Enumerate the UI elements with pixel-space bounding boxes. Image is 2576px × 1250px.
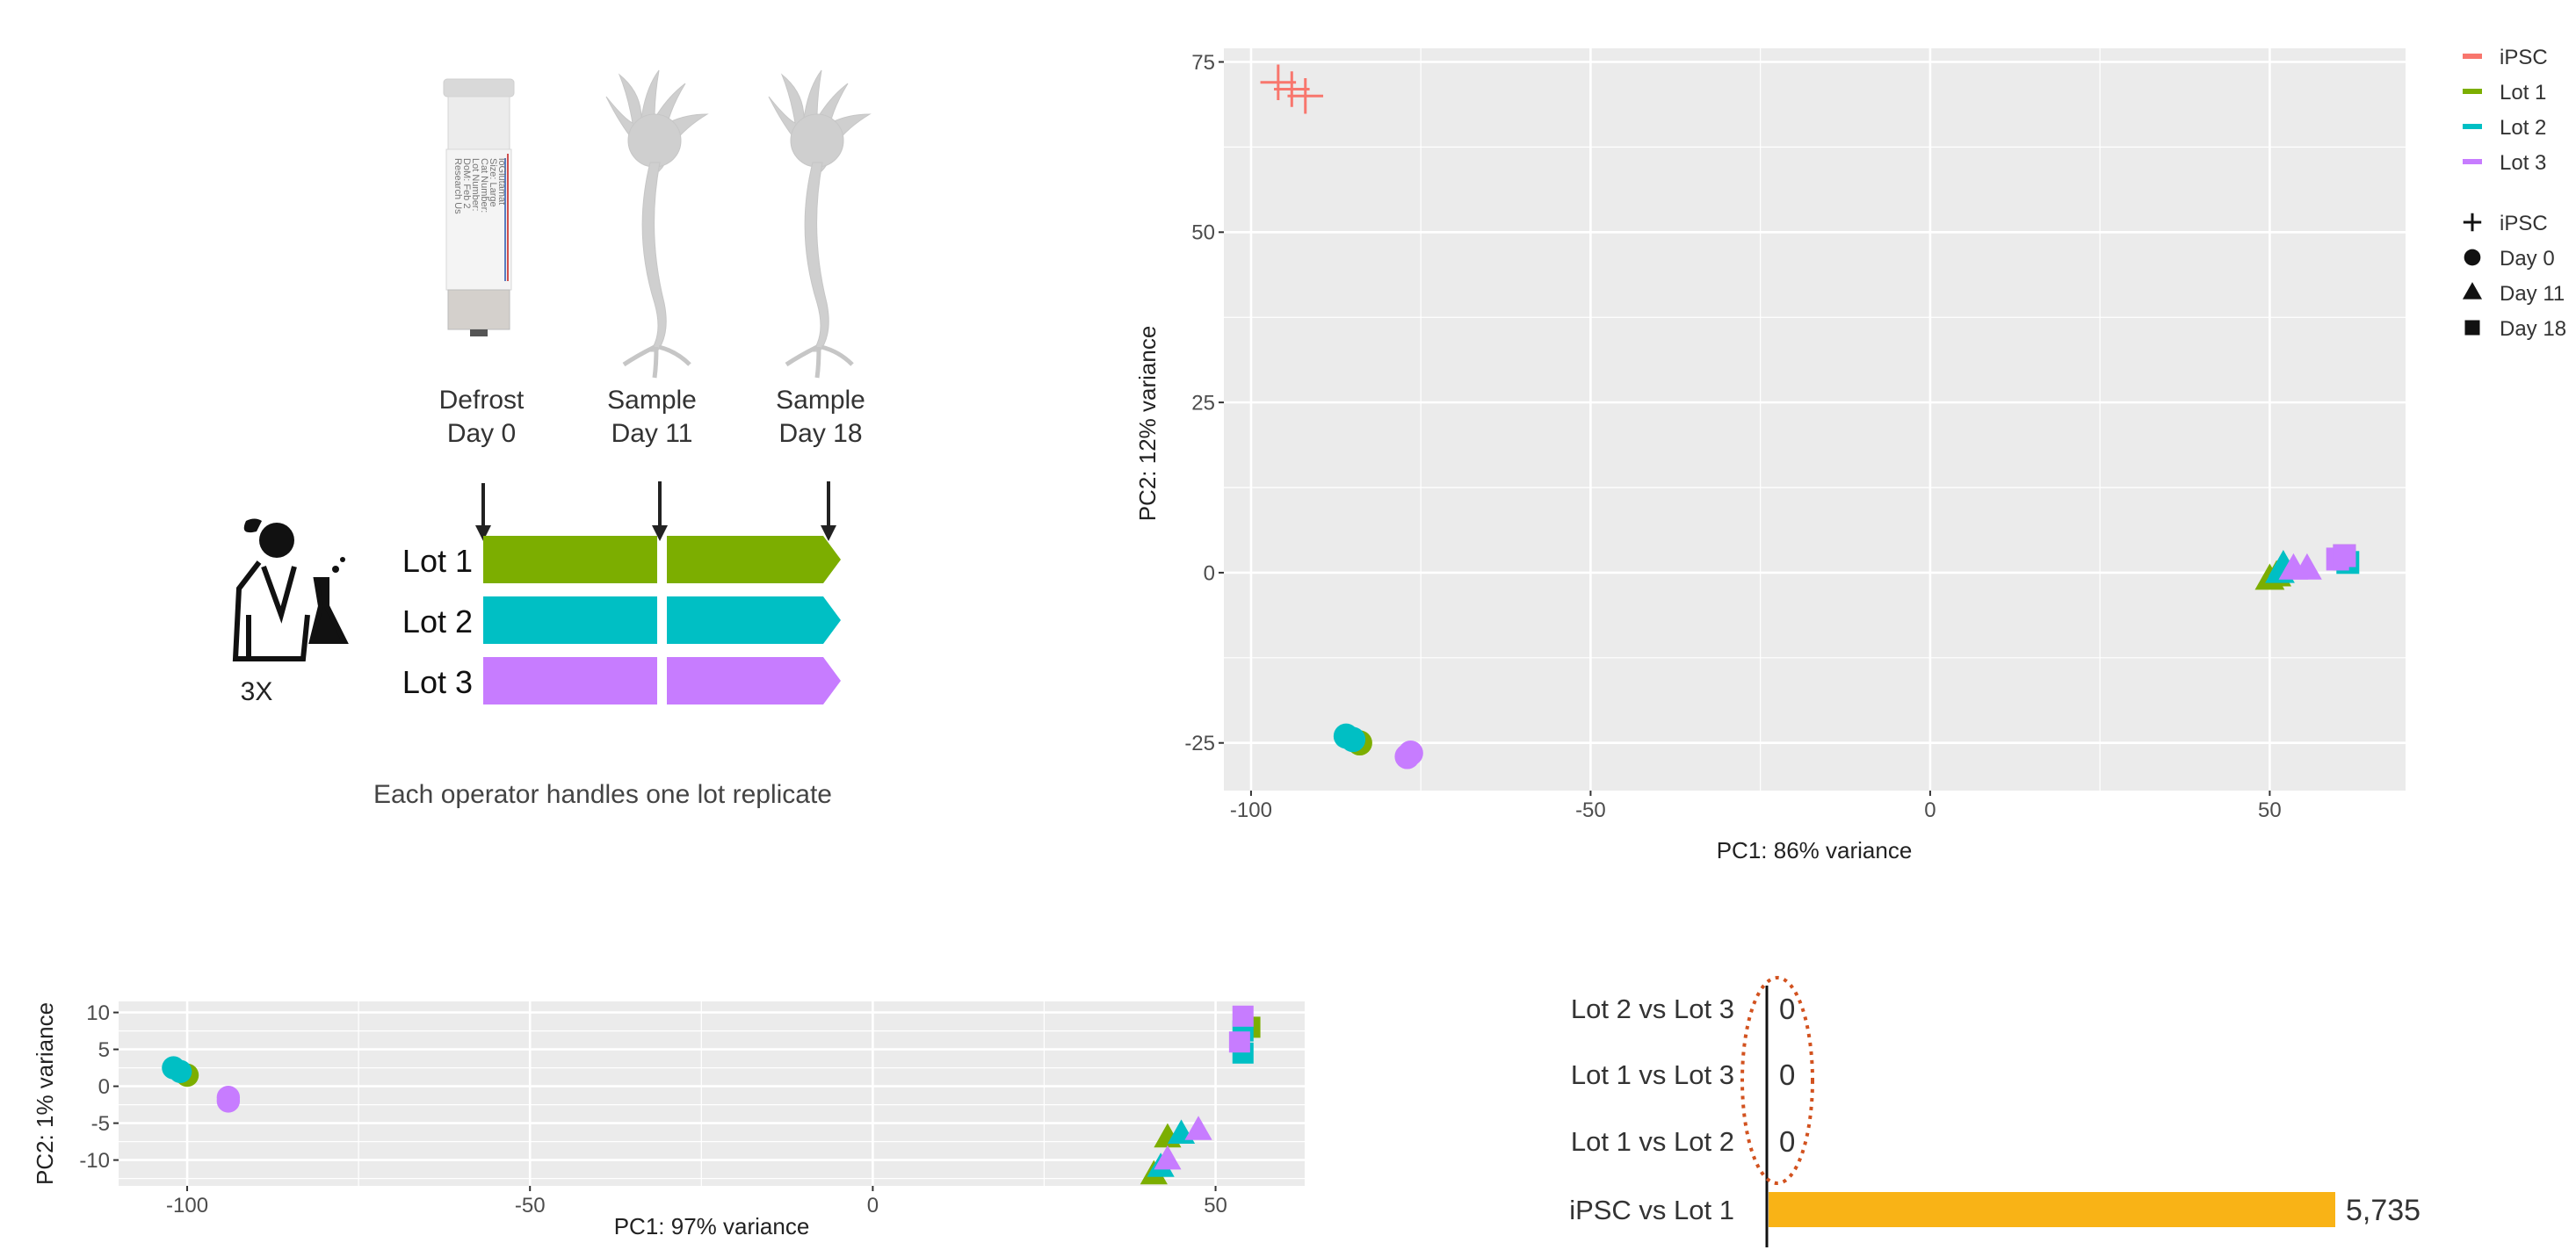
bar-value-label: 5,735 xyxy=(2346,1194,2420,1227)
legend: iPSC Lot 1 Lot 2 Lot 3 iPSC Day 0 Day 11 Day 18 xyxy=(2462,46,2566,341)
x-tick-label: 0 xyxy=(1924,798,1936,822)
vial-label-text: DoM: Feb 2 xyxy=(461,158,472,208)
legend-shape-label: Day 0 xyxy=(2500,247,2555,271)
y-tick-label: -10 xyxy=(79,1149,110,1173)
legend-color-label: Lot 1 xyxy=(2500,81,2546,105)
y-tick-label: 0 xyxy=(98,1075,110,1099)
vial-label-text: Research Us xyxy=(452,158,463,214)
timepoint-1-line2: Day 11 xyxy=(611,419,693,448)
data-point-lot3-triangle xyxy=(2292,553,2322,580)
bar xyxy=(1769,1192,2335,1227)
x-tick-label: 0 xyxy=(867,1194,879,1217)
bar-value-label: 0 xyxy=(1779,993,1795,1025)
legend-color-label: Lot 3 xyxy=(2500,151,2546,175)
legend-color-key xyxy=(2463,124,2482,129)
y-tick-label: -5 xyxy=(91,1112,110,1136)
operator-count: 3X xyxy=(241,677,273,706)
down-arrow-icon xyxy=(475,483,491,541)
data-point-lot3-triangle xyxy=(1184,1116,1212,1140)
legend-shape-label: Day 11 xyxy=(2500,282,2565,306)
lot-row-label: Lot 3 xyxy=(402,664,473,700)
timepoint-2-line1: Sample xyxy=(776,386,865,415)
x-tick-label: -50 xyxy=(515,1194,546,1217)
lot-arrow-bar xyxy=(667,657,841,704)
timepoint-1-line1: Sample xyxy=(607,386,697,415)
legend-color-key xyxy=(2463,159,2482,164)
deg-bar-chart: Lot 2 vs Lot 3 0 Lot 1 vs Lot 3 0 Lot 1 vs L… xyxy=(1569,976,2420,1247)
x-tick-label: -100 xyxy=(1230,798,1272,822)
legend-color-label: iPSC xyxy=(2500,46,2548,69)
legend-shape-label: iPSC xyxy=(2500,212,2548,235)
x-tick-label: 50 xyxy=(2258,798,2282,822)
bar-value-label: 0 xyxy=(1779,1125,1795,1158)
data-point-ipsc-plus xyxy=(1287,77,1324,114)
x-tick-label: -100 xyxy=(166,1194,208,1217)
plot-panel xyxy=(119,1001,1305,1186)
y-axis-label: PC2: 1% variance xyxy=(32,1002,58,1185)
legend-shape-circle-icon xyxy=(2464,249,2481,266)
data-point-lot3-circle xyxy=(1398,741,1423,766)
scientist-icon xyxy=(232,518,349,661)
legend-color-key xyxy=(2463,54,2482,59)
lot-arrow-bar xyxy=(667,536,841,583)
y-tick-label: 50 xyxy=(1191,221,1215,245)
lot-arrow-bar xyxy=(667,596,841,644)
plot-panel xyxy=(1224,48,2406,791)
vial-label-text: Size: Large xyxy=(488,158,498,207)
timepoint-0-line2: Day 0 xyxy=(447,419,516,448)
vial-label-text: Cat Number: xyxy=(479,158,489,213)
y-tick-label: 10 xyxy=(86,1001,110,1025)
legend-shape-square-icon xyxy=(2464,320,2480,336)
lot-row-label: Lot 2 xyxy=(402,603,473,639)
timepoint-0-line1: Defrost xyxy=(439,386,525,415)
y-tick-label: 25 xyxy=(1191,392,1215,415)
x-tick-label: 50 xyxy=(1204,1194,1227,1217)
data-point-lot2-circle xyxy=(169,1059,192,1083)
down-arrow-icon xyxy=(652,481,668,541)
bar-category-label: Lot 2 vs Lot 3 xyxy=(1571,993,1734,1024)
bar-value-label: 0 xyxy=(1779,1059,1795,1091)
bar-category-label: Lot 1 vs Lot 2 xyxy=(1571,1126,1734,1157)
x-axis-label: PC1: 86% variance xyxy=(1717,837,1913,863)
lot-row-label: Lot 1 xyxy=(402,543,473,579)
zero-highlight-ellipse xyxy=(1740,976,1814,1185)
y-tick-label: 0 xyxy=(1204,561,1215,585)
bar-category-label: iPSC vs Lot 1 xyxy=(1569,1195,1734,1225)
down-arrow-icon xyxy=(821,481,836,541)
x-axis-label: PC1: 97% variance xyxy=(614,1213,810,1239)
data-point-lot3-circle xyxy=(216,1089,241,1113)
legend-shape-triangle-icon xyxy=(2462,282,2483,300)
data-point-ipsc-plus xyxy=(1274,71,1310,107)
y-tick-label: -25 xyxy=(1184,732,1215,755)
vial-label-text: ioGlutamat xyxy=(496,158,507,205)
bar-category-label: Lot 1 vs Lot 3 xyxy=(1571,1059,1734,1090)
y-tick-label: 5 xyxy=(98,1038,110,1062)
x-tick-label: -50 xyxy=(1575,798,1606,822)
legend-shape-plus-icon xyxy=(2463,213,2482,232)
legend-color-key xyxy=(2463,89,2482,94)
data-point-lot3-square xyxy=(1228,1031,1250,1053)
timepoint-2-line2: Day 18 xyxy=(778,419,862,448)
data-point-lot3-triangle xyxy=(1154,1145,1182,1170)
data-point-ipsc-plus xyxy=(1260,64,1297,101)
y-tick-label: 75 xyxy=(1191,51,1215,75)
neuron-day18-image xyxy=(768,69,872,379)
data-point-lot3-square xyxy=(1232,1005,1254,1027)
vial-label-text: Lot Number: xyxy=(470,158,481,212)
legend-color-label: Lot 2 xyxy=(2500,116,2546,140)
lot-segment-bar xyxy=(483,596,657,644)
schematic-caption: Each operator handles one lot replicate xyxy=(373,780,832,809)
neuron-day11-image xyxy=(605,69,709,379)
lot-segment-bar xyxy=(483,657,657,704)
legend-shape-label: Day 18 xyxy=(2500,317,2566,341)
data-point-lot3-square xyxy=(2333,544,2356,567)
pca-chart-1: -100 -50 0 50 -25 0 25 50 75 PC1: 86% variance P… xyxy=(1134,48,2406,863)
data-point-lot2-circle xyxy=(1340,726,1366,753)
y-axis-label: PC2: 12% variance xyxy=(1134,326,1161,522)
lot-segment-bar xyxy=(483,536,657,583)
